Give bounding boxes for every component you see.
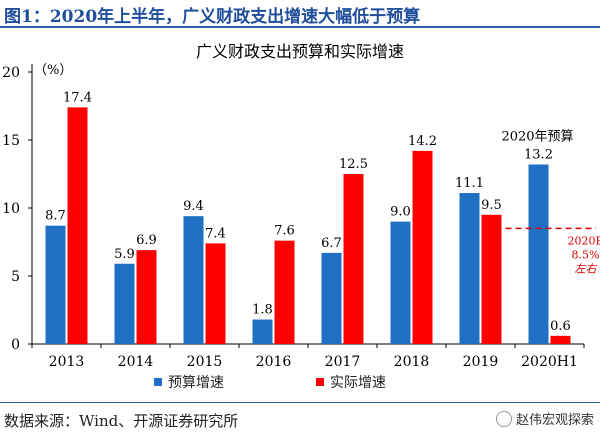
bar-actual [481,214,502,344]
y-tick-label: 5 [11,269,20,285]
wechat-icon [495,410,512,427]
watermark-text: 赵伟宏观探索 [515,413,594,428]
x-tick-label: 2017 [325,354,361,370]
legend-swatch-actual [316,378,324,386]
legend-label-actual: 实际增速 [330,375,386,391]
legend-item-actual: 实际增速 [316,372,386,392]
bar-budget [114,263,135,344]
data-label-budget: 6.7 [321,236,342,251]
bar-actual [412,150,433,344]
data-label-budget: 11.1 [455,176,484,191]
figure-header: 图1：2020年上半年，广义财政支出增速大幅低于预算 [0,0,600,28]
figure-footer: 数据来源：Wind、开源证券研究所 赵伟宏观探索 [0,402,600,435]
reference-annotation-line: 2020E [567,234,600,247]
y-unit-label: （%） [34,63,72,78]
data-label-budget: 9.0 [390,205,411,220]
x-tick-label: 2013 [49,354,85,370]
bar-budget [183,216,204,344]
data-label-actual: 7.4 [205,226,226,241]
legend-label-budget: 预算增速 [168,375,224,391]
watermark: 赵伟宏观探索 [495,409,594,428]
bar-budget [390,221,411,344]
x-tick-label: 2018 [394,354,430,370]
y-tick-label: 15 [2,133,20,149]
annotation-budget-2020: 2020年预算 [501,129,573,144]
bar-actual [550,335,571,344]
figure-title: 图1：2020年上半年，广义财政支出增速大幅低于预算 [4,7,421,27]
bar-actual [136,250,157,344]
bar-actual [274,240,295,344]
data-label-actual: 14.2 [408,134,437,149]
data-label-actual: 7.6 [274,224,295,239]
bar-actual [343,174,364,344]
y-tick-label: 10 [2,201,20,217]
source-note: 数据来源：Wind、开源证券研究所 [4,412,239,430]
chart-legend: 预算增速 实际增速 [154,372,386,392]
bar-actual [205,243,226,344]
reference-annotation-line: 左右 [575,262,599,275]
x-tick-label: 2020H1 [521,354,578,370]
y-tick-label: 20 [2,65,20,81]
data-label-actual: 6.9 [136,233,157,248]
x-tick-label: 2019 [463,354,499,370]
chart-title: 广义财政支出预算和实际增速 [196,42,404,61]
bar-budget [45,225,66,344]
legend-swatch-budget [154,378,162,386]
bar-budget [252,319,273,344]
data-label-budget: 1.8 [252,303,273,318]
x-tick-label: 2016 [256,354,292,370]
bar-actual [67,107,88,344]
y-tick-label: 0 [11,337,20,353]
bar-budget [528,164,549,344]
data-label-actual: 12.5 [339,157,368,172]
bar-budget [321,252,342,344]
data-label-actual: 9.5 [481,198,502,213]
data-label-budget: 5.9 [114,247,135,262]
data-label-actual: 17.4 [63,90,92,105]
data-label-budget: 9.4 [183,199,204,214]
data-label-budget: 13.2 [524,147,553,162]
data-label-actual: 0.6 [550,319,571,334]
bar-budget [459,193,480,344]
legend-item-budget: 预算增速 [154,372,224,392]
x-tick-label: 2014 [118,354,154,370]
reference-annotation-line: 8.5% [572,248,600,261]
x-tick-label: 2015 [187,354,223,370]
data-label-budget: 8.7 [45,209,66,224]
